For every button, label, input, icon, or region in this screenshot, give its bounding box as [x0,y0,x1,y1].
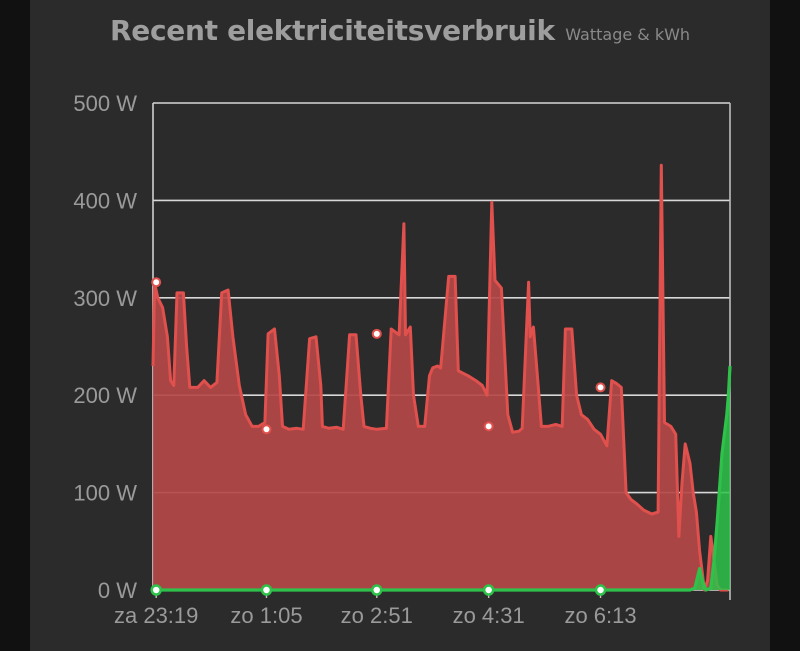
y-tick-label: 500 W [73,91,137,116]
chart-subtitle: Wattage & kWh [565,25,691,44]
y-tick-label: 100 W [73,481,137,506]
kwh-point[interactable] [260,584,273,596]
wattage-point[interactable] [261,424,272,435]
kwh-line [153,365,732,592]
x-tick-label: za 23:19 [114,603,198,628]
y-tick-labels: 0 W 100 W 200 W 300 W 400 W 500 W [73,91,137,603]
y-tick-label: 400 W [73,188,137,213]
kwh-point[interactable] [482,584,495,596]
chart-title: Recent elektriciteitsverbruik [110,14,555,47]
wattage-area [153,165,729,591]
kwh-point[interactable] [371,584,383,596]
x-tick-label: zo 1:05 [230,603,302,628]
wattage-line [151,163,729,592]
kwh-point[interactable] [150,584,162,596]
wattage-point[interactable] [151,277,162,288]
x-tick-label: zo 4:31 [453,603,525,628]
x-tick-label: zo 6:13 [564,603,636,628]
wattage-point[interactable] [595,382,606,393]
data-markers [150,277,607,596]
y-tick-label: 0 W [98,578,137,603]
x-tick-labels: za 23:19 zo 1:05 zo 2:51 zo 4:31 zo 6:13 [114,603,637,628]
x-tick-label: zo 2:51 [341,603,413,628]
wattage-point[interactable] [483,421,494,432]
kwh-point[interactable] [594,584,607,596]
wattage-point[interactable] [371,328,382,339]
title-row: Recent elektriciteitsverbruik Wattage & … [110,14,690,47]
series [151,163,732,592]
y-tick-label: 200 W [73,383,137,408]
y-tick-label: 300 W [73,286,137,311]
